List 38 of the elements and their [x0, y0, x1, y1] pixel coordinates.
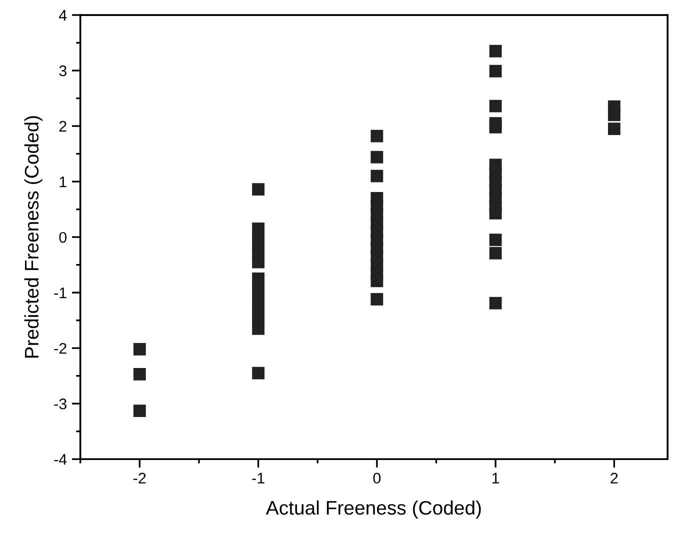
y-axis-title: Predicted Freeness (Coded)	[24, 116, 42, 358]
point	[133, 368, 146, 380]
point	[489, 296, 502, 310]
point	[489, 207, 502, 220]
y-tick-label: -1	[54, 288, 66, 298]
y-tick-label: -2	[54, 342, 66, 354]
y-tick-label: 2	[59, 120, 66, 132]
point	[370, 130, 384, 142]
point	[133, 343, 146, 356]
point	[252, 322, 264, 335]
y-tick-label: 1	[60, 176, 66, 188]
point	[489, 100, 502, 112]
point	[370, 293, 384, 306]
x-tick-label: 2	[610, 472, 618, 484]
y-tick-label: 0	[59, 232, 67, 243]
point	[608, 108, 620, 122]
point	[252, 256, 264, 268]
point	[489, 44, 502, 58]
point	[489, 246, 502, 260]
x-axis-title: Actual Freeness (Coded)	[266, 500, 481, 519]
x-tick-label: 1	[492, 472, 500, 484]
y-tick-label: 4	[58, 10, 67, 21]
point	[252, 366, 264, 380]
y-tick-label: -4	[54, 454, 67, 465]
point	[370, 170, 384, 182]
point	[489, 64, 502, 78]
point	[133, 404, 146, 418]
x-tick-label: 0	[373, 472, 381, 484]
y-tick-label: -3	[54, 398, 66, 410]
x-tick-label: -1	[252, 472, 264, 484]
y-tick-label: 3	[59, 65, 66, 76]
x-tick-label: -2	[134, 472, 146, 484]
point	[370, 274, 384, 288]
point	[252, 183, 264, 196]
point	[608, 122, 620, 136]
point	[489, 234, 502, 246]
point	[489, 120, 502, 134]
point	[370, 150, 384, 164]
